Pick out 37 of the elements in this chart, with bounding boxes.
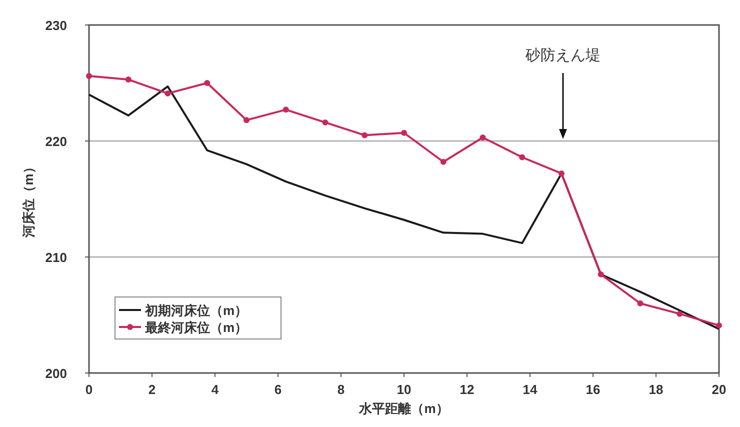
point [362,132,368,138]
point [86,73,92,80]
legend-label: 初期河床位（m） [144,303,248,318]
x-tick-label: 8 [337,382,345,397]
point [676,310,683,317]
annotation: 砂防えん堤 [524,47,600,64]
point [282,106,289,113]
x-tick-label: 18 [648,382,664,397]
y-axis-title: 河床位（m） [21,160,36,238]
x-tick-label: 10 [396,382,412,397]
point [637,300,644,306]
x-tick-label: 6 [274,382,282,397]
y-tick-label: 210 [45,250,67,265]
point [598,271,604,278]
point [244,117,250,124]
point [401,130,407,136]
x-axis-title: 水平距離（m） [358,401,449,416]
point [164,90,171,96]
x-tick-label: 2 [148,382,156,397]
point [716,322,722,328]
point [519,154,526,160]
y-tick-label: 200 [45,366,67,381]
x-tick-label: 12 [460,382,474,397]
x-tick-label: 16 [586,382,600,397]
x-tick-label: 4 [211,382,220,397]
point [440,158,446,165]
legend-label: 最終河床位（m） [144,320,248,335]
point [322,119,328,126]
x-tick-label: 14 [522,382,538,397]
point [125,76,132,83]
point [558,170,564,176]
x-tick-label: 0 [85,382,93,397]
y-tick-label: 230 [45,18,67,33]
y-tick-label: 220 [45,134,67,149]
point [480,134,486,141]
x-tick-label: 20 [712,382,726,397]
point [204,80,210,86]
